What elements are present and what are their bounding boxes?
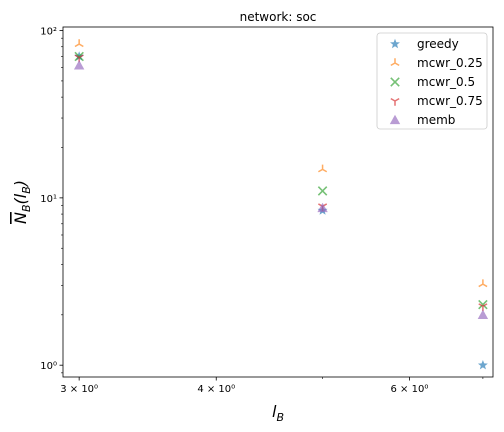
y-tick-label: 10²: [40, 27, 57, 38]
data-point: [74, 39, 84, 48]
legend-label: mcwr_0.25: [417, 56, 483, 70]
legend-label: memb: [417, 113, 455, 127]
y-axis-label: NB(lB): [11, 180, 33, 224]
data-point: [317, 186, 328, 196]
legend-item: mcwr_0.75: [390, 94, 483, 108]
y-tick-label: 10⁰: [40, 361, 57, 372]
legend-label: mcwr_0.75: [417, 94, 483, 108]
legend-marker: [390, 38, 400, 49]
data-point: [478, 299, 488, 310]
x-tick-label: 4 × 10⁰: [197, 384, 235, 395]
legend-item: mcwr_0.5: [390, 75, 475, 89]
data-point: [478, 279, 488, 288]
chart-title: network: soc: [240, 10, 317, 24]
data-point: [74, 51, 84, 62]
data-point: [477, 359, 488, 370]
x-tick-label: 6 × 10⁰: [391, 384, 429, 395]
y-tick-label: 10¹: [40, 194, 57, 205]
x-axis-label: lB: [272, 402, 284, 424]
legend-marker: [390, 97, 400, 106]
legend-item: greedy: [390, 37, 459, 51]
svg-text:NB(lB): NB(lB): [11, 180, 33, 224]
data-point: [318, 164, 328, 173]
legend-item: memb: [389, 113, 455, 127]
legend-label: mcwr_0.5: [417, 75, 475, 89]
legend-label: greedy: [417, 37, 459, 51]
plot-frame: [62, 26, 494, 378]
legend-item: mcwr_0.25: [390, 56, 483, 70]
legend-marker: [390, 58, 400, 67]
legend-marker: [389, 114, 401, 125]
x-tick-label: 3 × 10⁰: [60, 384, 98, 395]
data-point: [73, 60, 85, 70]
data-point: [477, 309, 489, 319]
legend-marker: [390, 77, 400, 87]
data-point: [317, 202, 328, 213]
